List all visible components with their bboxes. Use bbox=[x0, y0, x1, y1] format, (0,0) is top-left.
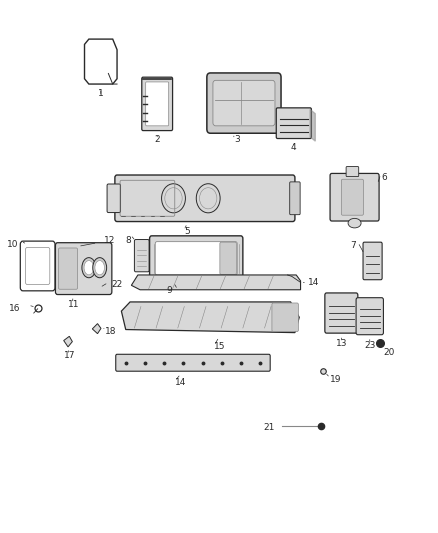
Text: 17: 17 bbox=[64, 351, 75, 360]
Polygon shape bbox=[121, 302, 299, 333]
Polygon shape bbox=[64, 336, 72, 347]
Text: 18: 18 bbox=[105, 327, 117, 336]
Text: 20: 20 bbox=[383, 349, 394, 358]
Ellipse shape bbox=[84, 261, 94, 275]
Ellipse shape bbox=[93, 257, 106, 278]
Text: 6: 6 bbox=[381, 173, 388, 182]
Ellipse shape bbox=[95, 261, 105, 275]
Text: 7: 7 bbox=[350, 241, 356, 250]
Polygon shape bbox=[310, 109, 315, 141]
Polygon shape bbox=[92, 324, 101, 334]
Text: 14: 14 bbox=[308, 278, 320, 287]
Text: 8: 8 bbox=[126, 236, 131, 245]
Text: 9: 9 bbox=[166, 286, 172, 295]
FancyBboxPatch shape bbox=[325, 293, 358, 333]
FancyBboxPatch shape bbox=[363, 242, 382, 280]
FancyBboxPatch shape bbox=[150, 236, 243, 281]
FancyBboxPatch shape bbox=[134, 239, 149, 272]
Text: 15: 15 bbox=[213, 342, 225, 351]
FancyBboxPatch shape bbox=[59, 248, 78, 289]
Text: 10: 10 bbox=[7, 240, 18, 249]
FancyBboxPatch shape bbox=[115, 175, 295, 222]
Text: 5: 5 bbox=[184, 227, 190, 236]
Text: 22: 22 bbox=[111, 280, 123, 289]
FancyBboxPatch shape bbox=[346, 166, 359, 176]
Text: 2: 2 bbox=[154, 135, 160, 144]
FancyBboxPatch shape bbox=[142, 77, 173, 131]
Text: 16: 16 bbox=[9, 303, 20, 312]
FancyBboxPatch shape bbox=[56, 243, 112, 295]
FancyBboxPatch shape bbox=[107, 184, 120, 213]
FancyBboxPatch shape bbox=[272, 303, 298, 332]
Text: 4: 4 bbox=[291, 143, 297, 152]
FancyBboxPatch shape bbox=[155, 241, 237, 275]
FancyBboxPatch shape bbox=[220, 242, 237, 274]
Text: 14: 14 bbox=[175, 377, 187, 386]
FancyBboxPatch shape bbox=[330, 173, 379, 221]
Text: 3: 3 bbox=[234, 135, 240, 144]
FancyBboxPatch shape bbox=[356, 298, 383, 335]
FancyBboxPatch shape bbox=[276, 108, 311, 139]
Ellipse shape bbox=[82, 257, 96, 278]
FancyBboxPatch shape bbox=[290, 182, 300, 215]
Text: 11: 11 bbox=[67, 300, 79, 309]
FancyBboxPatch shape bbox=[116, 354, 270, 371]
FancyBboxPatch shape bbox=[146, 82, 169, 126]
FancyBboxPatch shape bbox=[207, 73, 281, 133]
Text: 23: 23 bbox=[364, 341, 375, 350]
Ellipse shape bbox=[348, 219, 361, 228]
FancyBboxPatch shape bbox=[213, 80, 275, 126]
Text: 13: 13 bbox=[336, 339, 347, 348]
FancyBboxPatch shape bbox=[341, 179, 364, 215]
Text: 21: 21 bbox=[263, 423, 275, 432]
Text: 19: 19 bbox=[330, 375, 341, 384]
Polygon shape bbox=[131, 275, 300, 290]
Text: 12: 12 bbox=[104, 236, 115, 245]
Text: 1: 1 bbox=[98, 90, 104, 99]
